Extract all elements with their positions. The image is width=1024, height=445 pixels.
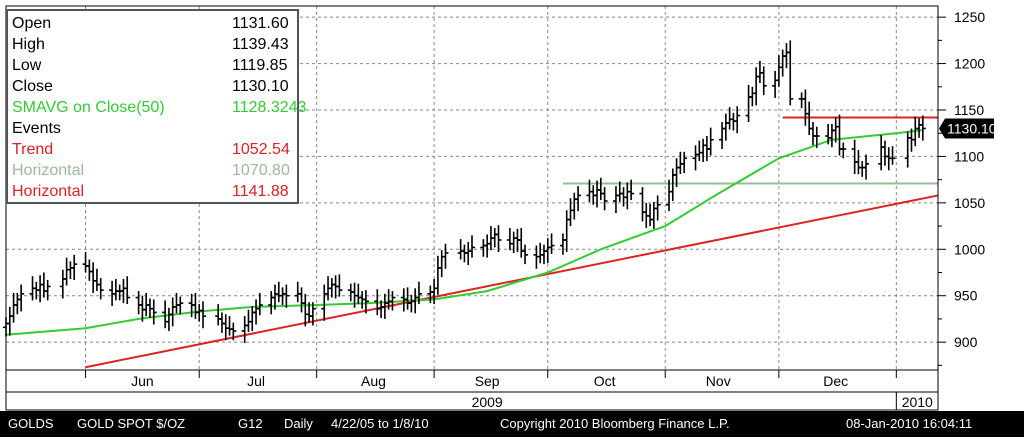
legend-label: Low [12, 57, 42, 74]
legend-row: Horizontal 1070.80 [12, 160, 294, 181]
legend-value: 1130.10 [232, 78, 289, 95]
ohlc-bar [150, 299, 157, 325]
ohlc-bar [522, 244, 529, 265]
x-month-label: Nov [706, 373, 731, 389]
legend-value: 1139.43 [232, 36, 289, 53]
ohlc-bar [495, 225, 502, 253]
ohlc-bar [469, 235, 475, 258]
ohlc-bar [734, 106, 741, 134]
ohlc-bar [18, 284, 25, 312]
period: Daily [284, 416, 313, 431]
x-month-label: Sep [475, 373, 500, 389]
timestamp: 08-Jan-2010 16:04:11 [846, 416, 973, 431]
ohlc-bar [548, 233, 555, 254]
x-year-label: 2009 [472, 394, 503, 410]
ohlc-bars [3, 40, 926, 344]
ohlc-bar [601, 187, 608, 211]
last-price-tag [939, 118, 994, 139]
ohlc-bar [71, 254, 78, 280]
status-bar: GOLDS GOLD SPOT $/OZ G12 Daily 4/22/05 t… [0, 411, 1024, 437]
legend-label: High [12, 36, 45, 53]
legend-value: 1128.3243 [232, 99, 307, 116]
ohlc-bar [415, 281, 422, 305]
sma-line [5, 129, 923, 336]
legend-row: Low 1119.85 [12, 55, 294, 76]
legend-label: Close [12, 78, 53, 95]
x-month-label: Jul [247, 373, 265, 389]
y-tick-label: 950 [954, 288, 978, 304]
legend-row: Close 1130.10 [12, 76, 294, 97]
x-month-label: Aug [361, 373, 386, 389]
ohlc-bar [840, 142, 847, 159]
legend-label: Trend [12, 141, 54, 158]
y-tick-label: 1200 [954, 56, 985, 72]
overlay-lines [5, 116, 939, 369]
legend-value: 1052.54 [232, 141, 290, 158]
y-tick-label: 1000 [954, 241, 985, 257]
legend-row: Open 1131.60 [12, 13, 294, 34]
y-tick-label: 1150 [954, 102, 984, 118]
ohlc-bar [889, 146, 896, 165]
axes: 900 950 1000 1050 1100 1150 1200 1250 Jun Jul Aug S… [5, 5, 997, 411]
ohlc-bar [654, 195, 661, 221]
ohlc-bar [362, 290, 369, 314]
legend-value: 1070.80 [232, 162, 290, 179]
legend-box: Open 1131.60 High 1139.43 Low 1119.85 Close 113… [6, 9, 306, 204]
ohlc-bar [200, 301, 207, 329]
legend-row: SMAVG on Close(50) 1128.3243 [12, 97, 306, 118]
ohlc-bar [389, 291, 396, 311]
legend-row: High 1139.43 [12, 34, 294, 55]
ohlc-bar [97, 278, 104, 300]
ohlc-bar [628, 179, 635, 201]
date-axis-frame [5, 369, 939, 411]
ohlc-bar [230, 322, 237, 341]
ohlc-bar [256, 292, 263, 316]
ohlc-bar [336, 274, 343, 297]
legend-row: Events [12, 118, 294, 139]
ohlc-bar [309, 302, 316, 326]
legend-label: Events [12, 120, 61, 137]
x-month-label: Oct [594, 373, 616, 389]
ohlc-bar [760, 66, 767, 96]
ohlc-bar [44, 279, 51, 301]
trend-line [85, 194, 939, 369]
ohlc-bar [787, 40, 794, 106]
y-tick-label: 1050 [954, 195, 985, 211]
ohlc-bar [177, 296, 184, 315]
ohlc-bar [283, 284, 290, 308]
ohlc-bar [681, 151, 688, 174]
y-tick-label: 900 [954, 334, 978, 350]
legend-row: Horizontal 1141.88 [12, 181, 294, 202]
legend-row: Trend 1052.54 [12, 139, 294, 160]
ohlc-bar [863, 154, 870, 180]
y-tick-label: 1250 [954, 9, 985, 25]
legend-value: 1131.60 [232, 15, 289, 32]
legend-label: Horizontal [12, 183, 85, 200]
ohlc-bar [124, 276, 131, 305]
legend-label: SMAVG on Close(50) [12, 99, 165, 116]
ohlc-bar [813, 126, 820, 149]
y-tick-label: 1100 [954, 148, 984, 164]
x-month-label: Jun [131, 373, 154, 389]
security-name: GOLD SPOT $/OZ [77, 416, 186, 431]
x-year-label: 2010 [902, 394, 933, 410]
ohlc-bar [707, 127, 714, 156]
legend-value: 1141.88 [232, 183, 289, 200]
page-code: G12 [238, 416, 263, 431]
date-range: 4/22/05 to 1/8/10 [331, 416, 429, 431]
last-price-label: 1130.10 [947, 120, 997, 136]
x-month-label: Dec [823, 373, 848, 389]
ticker: GOLDS [8, 416, 54, 431]
legend-label: Horizontal [12, 162, 85, 179]
copyright: Copyright 2010 Bloomberg Finance L.P. [500, 416, 730, 431]
ohlc-bar [919, 115, 926, 141]
legend-value: 1119.85 [232, 57, 288, 74]
ohlc-bar [442, 243, 449, 269]
ohlc-bar [575, 186, 582, 212]
legend-label: Open [12, 15, 52, 32]
